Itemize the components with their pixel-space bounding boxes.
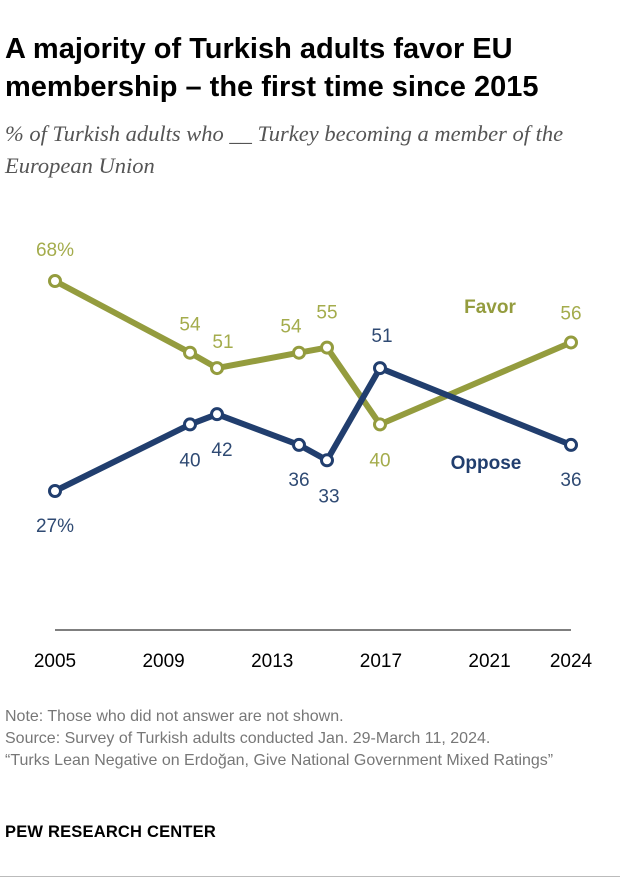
- favor-data-point: [210, 361, 224, 376]
- brand-logo-text: PEW RESEARCH CENTER: [5, 823, 216, 841]
- oppose-data-point: [373, 361, 387, 376]
- legend-oppose: Oppose: [451, 453, 522, 474]
- favor-data-point: [292, 345, 306, 360]
- oppose-data-label: 40: [179, 450, 200, 471]
- favor-data-label: 40: [369, 450, 390, 471]
- favor-data-point: [373, 417, 387, 432]
- oppose-data-label: 36: [560, 470, 581, 491]
- oppose-data-point: [183, 417, 197, 432]
- chart-subtitle: % of Turkish adults who __ Turkey becomi…: [5, 121, 564, 178]
- favor-data-point: [48, 274, 62, 288]
- x-tick-label: 2024: [550, 651, 593, 672]
- source-text: Source: Survey of Turkish adults conduct…: [5, 730, 491, 747]
- favor-data-point: [564, 335, 578, 350]
- x-tick-label: 2005: [34, 651, 76, 672]
- favor-data-label: 68%: [36, 240, 74, 261]
- favor-data-point: [183, 345, 197, 360]
- favor-data-label: 54: [179, 315, 201, 336]
- oppose-data-label: 36: [288, 470, 309, 491]
- oppose-data-point: [320, 453, 334, 468]
- oppose-data-point: [564, 437, 578, 452]
- oppose-data-label: 27%: [36, 516, 74, 537]
- oppose-data-label: 42: [211, 440, 232, 461]
- oppose-data-label: 51: [371, 326, 392, 347]
- x-tick-label: 2017: [360, 651, 402, 672]
- x-tick-label: 2013: [251, 651, 293, 672]
- chart-notes: Note: Those who did not answer are not s…: [5, 706, 615, 772]
- favor-data-label: 51: [212, 332, 233, 353]
- x-tick-label: 2021: [468, 651, 510, 672]
- line-chart: 2005 2009 2013 2017 2021 2024 68% 54 51 54 55 40 56 2…: [34, 240, 593, 672]
- favor-data-label: 55: [316, 303, 337, 324]
- favor-data-label: 56: [560, 303, 581, 324]
- oppose-data-point: [48, 484, 62, 498]
- favor-data-label: 54: [280, 317, 302, 338]
- chart-title: A majority of Turkish adults favor EU me…: [5, 33, 539, 103]
- legend-favor: Favor: [464, 297, 516, 318]
- x-tick-label: 2009: [142, 651, 184, 672]
- note-text: Note: Those who did not answer are not s…: [5, 708, 344, 725]
- report-title: “Turks Lean Negative on Erdoğan, Give Na…: [5, 752, 554, 769]
- oppose-data-point: [210, 407, 224, 422]
- oppose-data-point: [292, 437, 306, 452]
- favor-data-point: [320, 340, 334, 355]
- oppose-data-label: 33: [318, 486, 339, 507]
- bottom-divider: [0, 876, 620, 877]
